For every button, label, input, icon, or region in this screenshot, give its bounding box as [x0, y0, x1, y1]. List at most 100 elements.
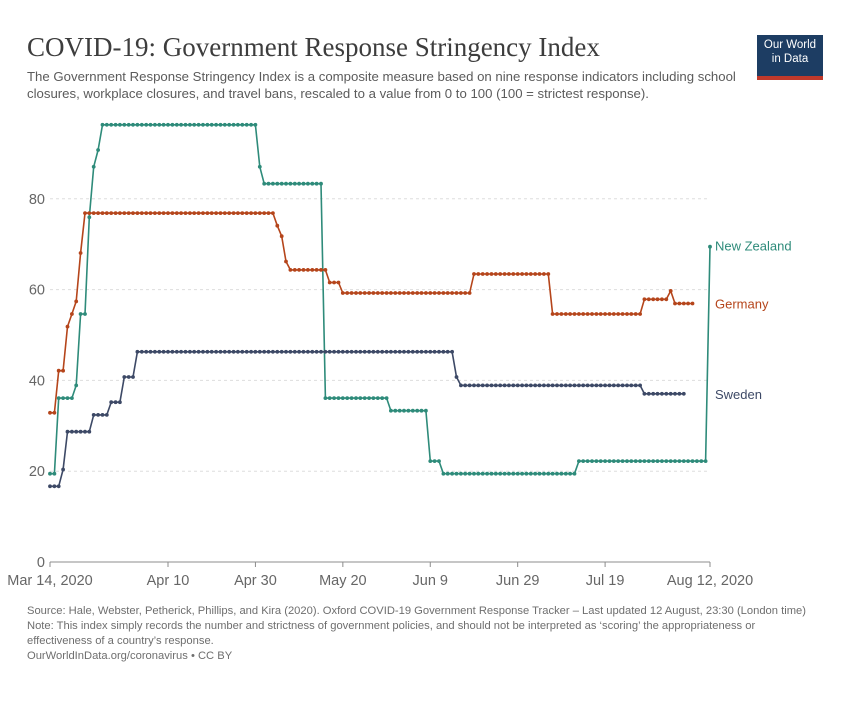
- data-point: [432, 349, 437, 354]
- data-point: [467, 471, 472, 476]
- credit-link[interactable]: OurWorldInData.org/coronavirus • CC BY: [27, 650, 233, 662]
- data-point: [690, 301, 695, 306]
- data-point: [625, 459, 629, 463]
- data-point: [507, 272, 511, 276]
- data-point: [214, 349, 219, 354]
- data-point: [196, 122, 201, 127]
- data-point: [511, 272, 516, 276]
- data-point: [209, 349, 214, 354]
- data-point: [454, 291, 459, 295]
- data-point: [686, 459, 690, 463]
- data-point: [651, 459, 656, 463]
- data-point: [109, 400, 114, 405]
- data-point: [131, 375, 135, 379]
- data-point: [279, 181, 284, 186]
- data-point: [480, 383, 485, 388]
- data-point: [546, 272, 551, 276]
- x-tick-label: May 20: [319, 573, 367, 589]
- data-point: [428, 291, 433, 295]
- data-point: [533, 272, 538, 276]
- data-point: [616, 383, 621, 388]
- data-point: [314, 268, 319, 272]
- data-point: [170, 211, 175, 216]
- data-point: [533, 471, 538, 476]
- data-point: [598, 383, 603, 388]
- data-point: [524, 272, 529, 276]
- data-point: [96, 148, 100, 152]
- data-point: [550, 383, 555, 388]
- data-point: [340, 396, 345, 400]
- data-point: [104, 122, 109, 127]
- data-point: [161, 349, 166, 354]
- data-point: [65, 396, 70, 400]
- data-point: [196, 349, 201, 354]
- data-point: [528, 272, 533, 276]
- data-point: [174, 349, 179, 354]
- data-point: [218, 349, 223, 354]
- data-point: [406, 349, 411, 354]
- data-point: [74, 383, 79, 388]
- data-point: [161, 211, 166, 216]
- data-point: [437, 459, 441, 463]
- data-point: [485, 383, 489, 388]
- data-point: [135, 122, 140, 127]
- data-point: [340, 349, 345, 354]
- data-point: [292, 181, 297, 186]
- data-point: [384, 349, 389, 354]
- data-point: [607, 459, 612, 463]
- data-point: [240, 349, 245, 354]
- data-point: [459, 383, 463, 388]
- data-point: [393, 349, 398, 354]
- data-point: [511, 471, 516, 476]
- data-point: [629, 312, 634, 316]
- data-point: [135, 211, 140, 216]
- data-point: [297, 268, 301, 272]
- data-point: [415, 291, 420, 295]
- data-point: [419, 291, 424, 295]
- chart-subtitle: The Government Response Stringency Index…: [27, 69, 736, 101]
- data-point: [502, 272, 507, 276]
- data-point: [476, 383, 481, 388]
- data-point: [266, 181, 271, 186]
- data-point: [148, 211, 153, 216]
- data-point: [493, 383, 498, 388]
- data-point: [332, 349, 336, 354]
- x-tick-label: Aug 12, 2020: [667, 573, 753, 589]
- data-point: [367, 396, 371, 400]
- data-point: [231, 349, 236, 354]
- data-point: [673, 301, 677, 306]
- data-point: [542, 272, 546, 276]
- data-point: [153, 349, 157, 354]
- data-point: [603, 459, 607, 463]
- data-point: [625, 383, 629, 388]
- data-point: [52, 410, 57, 415]
- data-point: [96, 413, 100, 417]
- data-point: [450, 349, 454, 354]
- data-point: [262, 349, 267, 354]
- data-point: [620, 383, 625, 388]
- data-point: [555, 471, 559, 476]
- data-point: [240, 211, 245, 216]
- data-point: [367, 291, 371, 295]
- data-point: [393, 291, 398, 295]
- data-point: [454, 375, 459, 379]
- data-point: [345, 396, 350, 400]
- data-point: [83, 429, 87, 434]
- data-point: [681, 391, 686, 396]
- data-point: [441, 349, 446, 354]
- data-point: [201, 122, 205, 127]
- data-point: [480, 272, 485, 276]
- data-point: [524, 471, 529, 476]
- x-tick-label: Jun 29: [496, 573, 540, 589]
- data-point: [301, 181, 306, 186]
- data-point: [135, 349, 140, 354]
- data-point: [310, 181, 315, 186]
- data-point: [424, 291, 428, 295]
- data-point: [275, 181, 280, 186]
- data-point: [467, 291, 472, 295]
- data-point: [515, 471, 520, 476]
- data-point: [153, 122, 157, 127]
- data-point: [681, 301, 686, 306]
- data-point: [603, 312, 607, 316]
- our-world-in-data-logo[interactable]: Our World in Data: [757, 35, 823, 80]
